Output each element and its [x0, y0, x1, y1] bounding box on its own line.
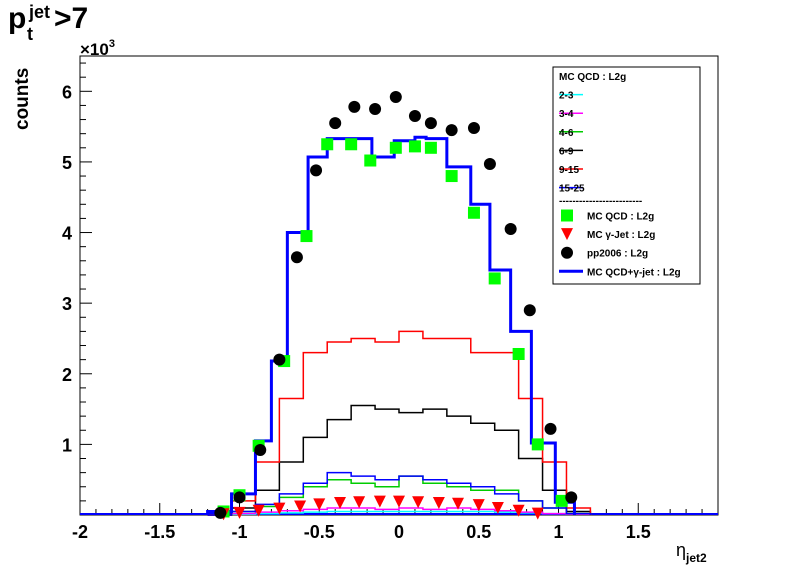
x-axis-label-sub: jet2: [686, 551, 707, 565]
y-axis-multiplier: ×103: [80, 38, 115, 60]
mc-gamma-jet-point: [432, 496, 445, 509]
y-tick-label: 6: [62, 82, 72, 102]
pp2006-point: [445, 124, 458, 137]
x-tick-label: 1: [553, 522, 563, 542]
chart-title-sub: t: [27, 24, 33, 44]
mc-gamma-jet-point: [512, 504, 525, 517]
pp2006-point: [544, 422, 557, 435]
mc-gamma-jet-point: [353, 496, 366, 509]
pp2006-point: [424, 117, 437, 130]
pp2006-point: [467, 122, 480, 135]
x-tick-label: -0.5: [304, 522, 335, 542]
mc-gamma-jet-point: [472, 499, 485, 512]
pp2006-point: [214, 506, 227, 519]
mc-gamma-jet-point: [273, 502, 286, 515]
mc-qcd-point: [321, 138, 334, 151]
legend-label-9-15: 9-15: [559, 165, 579, 176]
mc-qcd-point: [345, 138, 358, 151]
legend-label-15-25: 15-25: [559, 184, 585, 195]
y-tick-label: 2: [62, 365, 72, 385]
pp2006-point: [389, 90, 402, 103]
legend-label: MC γ-Jet : L2g: [587, 230, 655, 241]
y-tick-label: 4: [62, 224, 72, 244]
x-tick-label: -2: [72, 522, 88, 542]
y-multiplier-exponent: 3: [108, 38, 115, 50]
legend-label: MC QCD+γ-jet : L2g: [587, 267, 681, 278]
chart-title-cut: >7: [54, 2, 89, 35]
chart-title-sup: jet: [29, 2, 51, 22]
y-multiplier-base: ×10: [80, 40, 109, 59]
mc-gamma-jet-point: [393, 495, 405, 508]
mc-gamma-jet-point: [252, 504, 265, 517]
legend-label-4-6: 4-6: [559, 128, 574, 139]
legend-header: MC QCD : L2g: [559, 72, 626, 83]
legend-marker-circle: [561, 246, 573, 259]
y-tick-label: 5: [62, 153, 72, 173]
mc-gamma-jet-point: [294, 500, 307, 513]
legend-marker-square: [561, 209, 573, 222]
series-15-25-hist: [207, 471, 592, 516]
chart-title: p jet t >7: [8, 2, 88, 44]
legend-separator: -------------------------: [559, 196, 642, 207]
mc-gamma-jet-point: [412, 496, 425, 509]
legend-marker-triangle: [561, 228, 573, 241]
pp2006-point: [369, 102, 382, 115]
series-9-15-hist: [207, 330, 592, 516]
legend-label-6-9: 6-9: [559, 146, 574, 157]
series-6-9-hist: [207, 404, 592, 516]
mc-gamma-jet-point: [313, 498, 326, 511]
pp2006-point: [329, 117, 342, 130]
pp2006-point: [523, 304, 536, 317]
pp2006-point: [483, 158, 496, 171]
x-tick-label: 0.5: [466, 522, 491, 542]
legend-label: MC QCD : L2g: [587, 212, 654, 223]
x-tick-label: 0: [394, 522, 404, 542]
mc-gamma-jet-point: [452, 497, 465, 510]
x-tick-label: -1: [231, 522, 247, 542]
pp2006-point: [273, 353, 286, 366]
x-tick-label: -1.5: [144, 522, 175, 542]
pp2006-point: [290, 251, 303, 264]
mc-gamma-jet-point: [373, 495, 386, 508]
x-axis-label: ηjet2: [676, 540, 707, 565]
y-tick-label: 3: [62, 294, 72, 314]
legend-label-3-4: 3-4: [559, 109, 574, 120]
mc-qcd-point: [408, 140, 421, 153]
x-axis-label-main: η: [676, 540, 687, 560]
mc-gamma-jet-point: [531, 507, 544, 520]
mc-qcd-point: [467, 206, 480, 219]
pp2006-point: [408, 110, 421, 123]
y-tick-label: 1: [62, 435, 72, 455]
legend-label: pp2006 : L2g: [587, 249, 648, 260]
pp2006-point: [504, 223, 517, 236]
x-tick-label: 1.5: [626, 522, 651, 542]
mc-gamma-jet-point: [233, 506, 246, 519]
mc-gamma-jet-point: [333, 496, 346, 509]
mc-qcd-point: [555, 494, 568, 507]
mc-qcd-point: [488, 272, 501, 285]
legend-label-2-3: 2-3: [559, 91, 574, 102]
pp2006-point: [310, 164, 323, 177]
pp2006-point: [233, 491, 246, 504]
mc-qcd-point: [364, 154, 377, 167]
mc-qcd-point: [389, 141, 402, 154]
mc-qcd-point: [512, 347, 525, 360]
pp2006-point: [254, 444, 267, 457]
chart-title-main: p: [8, 2, 27, 35]
pp2006-point: [348, 100, 361, 113]
series-total-hist: [206, 135, 576, 515]
mc-qcd-point: [445, 170, 458, 183]
mc-qcd-point: [424, 141, 437, 154]
legend-box: [552, 66, 701, 285]
y-axis-label: counts: [12, 67, 33, 130]
mc-qcd-point: [531, 438, 544, 451]
mc-qcd-point: [300, 230, 313, 243]
mc-gamma-jet-point: [491, 501, 504, 514]
pp2006-point: [565, 491, 578, 504]
